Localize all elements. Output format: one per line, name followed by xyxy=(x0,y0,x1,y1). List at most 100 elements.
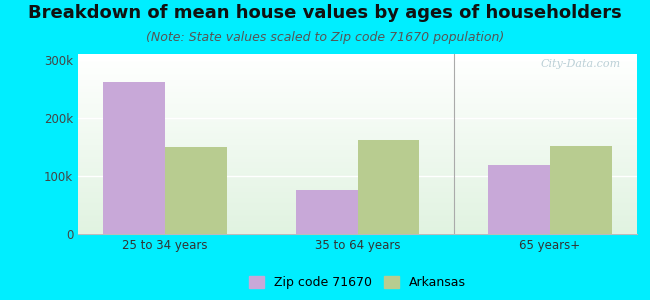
Bar xyxy=(78,202,637,203)
Bar xyxy=(78,160,637,161)
Bar xyxy=(78,157,637,158)
Bar xyxy=(78,196,637,197)
Bar xyxy=(78,229,637,230)
Bar xyxy=(78,127,637,128)
Bar xyxy=(78,109,637,110)
Bar xyxy=(358,140,419,234)
Bar xyxy=(78,174,637,175)
Bar xyxy=(78,185,637,186)
Bar xyxy=(103,82,165,234)
Bar xyxy=(78,65,637,66)
Bar xyxy=(78,69,637,70)
Bar xyxy=(78,186,637,187)
Bar xyxy=(78,119,637,120)
Bar xyxy=(78,97,637,98)
Bar xyxy=(78,72,637,73)
Bar xyxy=(78,64,637,65)
Bar xyxy=(296,190,358,234)
Bar xyxy=(78,124,637,125)
Bar xyxy=(78,211,637,212)
Bar xyxy=(78,203,637,204)
Text: (Note: State values scaled to Zip code 71670 population): (Note: State values scaled to Zip code 7… xyxy=(146,32,504,44)
Bar xyxy=(78,85,637,86)
Bar xyxy=(78,116,637,117)
Bar xyxy=(78,169,637,170)
Bar xyxy=(78,75,637,76)
Bar xyxy=(78,79,637,80)
Bar xyxy=(78,95,637,96)
Bar xyxy=(78,71,637,72)
Bar xyxy=(78,122,637,123)
Bar xyxy=(78,100,637,101)
Bar xyxy=(78,126,637,127)
Bar xyxy=(78,93,637,94)
Bar xyxy=(78,89,637,90)
Bar xyxy=(78,108,637,109)
Bar xyxy=(78,67,637,68)
Bar xyxy=(78,104,637,105)
Bar xyxy=(78,90,637,91)
Bar xyxy=(78,206,637,207)
Bar xyxy=(78,117,637,118)
Bar xyxy=(78,172,637,173)
Bar xyxy=(78,63,637,64)
Bar xyxy=(78,199,637,200)
Bar xyxy=(78,146,637,147)
Bar xyxy=(78,224,637,225)
Bar xyxy=(78,70,637,71)
Bar xyxy=(78,147,637,148)
Bar xyxy=(78,164,637,165)
Bar xyxy=(78,92,637,93)
Bar xyxy=(78,191,637,192)
Bar xyxy=(78,153,637,154)
Bar xyxy=(78,155,637,156)
Bar xyxy=(78,61,637,62)
Bar xyxy=(78,59,637,60)
Bar xyxy=(78,88,637,89)
Bar xyxy=(78,134,637,135)
Bar xyxy=(78,148,637,149)
Bar xyxy=(78,113,637,114)
Bar xyxy=(78,167,637,168)
Bar xyxy=(78,133,637,134)
Bar xyxy=(78,166,637,167)
Bar xyxy=(78,102,637,103)
Bar xyxy=(78,171,637,172)
Bar xyxy=(78,187,637,188)
Text: City-Data.com: City-Data.com xyxy=(540,59,620,69)
Bar xyxy=(78,80,637,81)
Bar xyxy=(78,112,637,113)
Bar xyxy=(78,137,637,138)
Bar xyxy=(78,107,637,108)
Bar xyxy=(78,194,637,195)
Bar xyxy=(78,213,637,214)
Bar xyxy=(78,154,637,155)
Bar xyxy=(78,231,637,232)
Bar xyxy=(78,142,637,143)
Bar xyxy=(78,182,637,183)
Bar xyxy=(78,161,637,162)
Bar xyxy=(78,202,637,203)
Bar xyxy=(78,183,637,184)
Bar xyxy=(488,166,550,234)
Bar xyxy=(78,170,637,171)
Bar xyxy=(78,145,637,146)
Bar xyxy=(78,143,637,144)
Bar xyxy=(78,232,637,233)
Bar xyxy=(78,205,637,206)
Bar xyxy=(78,159,637,160)
Bar xyxy=(78,150,637,151)
Bar xyxy=(78,84,637,85)
Bar xyxy=(78,216,637,217)
Bar xyxy=(78,105,637,106)
Bar xyxy=(550,146,612,234)
Bar xyxy=(78,77,637,78)
Bar xyxy=(78,87,637,88)
Bar xyxy=(78,66,637,67)
Bar xyxy=(78,139,637,140)
Bar xyxy=(78,151,637,152)
Legend: Zip code 71670, Arkansas: Zip code 71670, Arkansas xyxy=(249,276,466,289)
Bar xyxy=(78,177,637,178)
Bar xyxy=(78,81,637,82)
Bar xyxy=(78,135,637,136)
